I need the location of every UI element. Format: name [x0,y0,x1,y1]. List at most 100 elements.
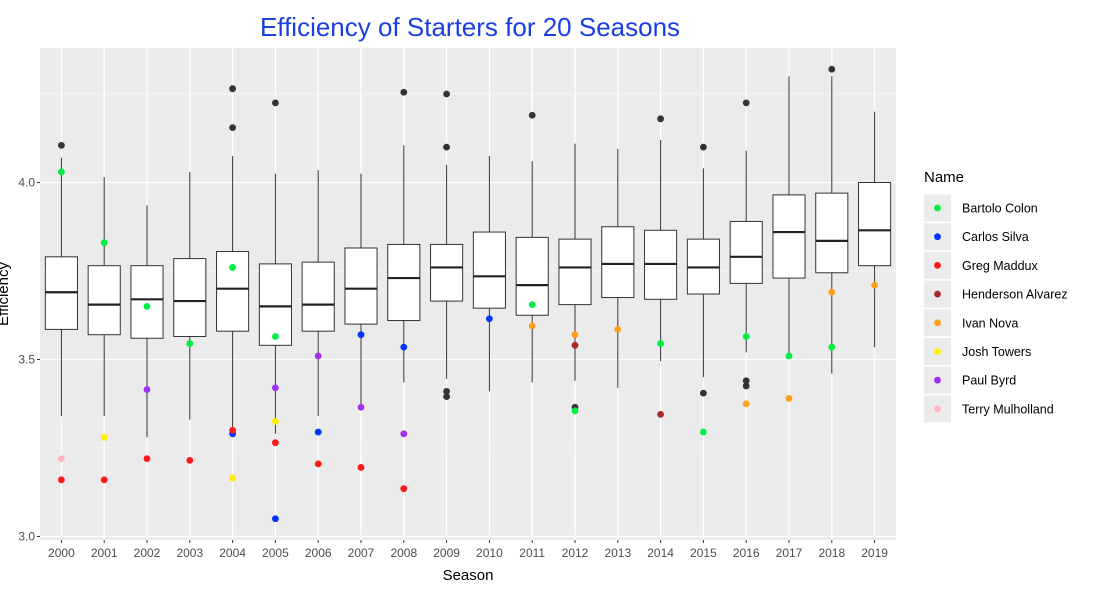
x-tick-label: 2014 [647,546,674,560]
point-bartolo-colon [571,407,579,415]
box-2003 [173,171,207,420]
box-body [729,220,763,284]
outliers [58,65,836,411]
legend-item-bartolo-colon: Bartolo Colon [924,194,1038,222]
legend-label: Carlos Silva [962,230,1029,244]
point-josh-towers [229,474,237,482]
point-ivan-nova [871,281,878,289]
legend-item-ivan-nova: Ivan Nova [924,309,1018,337]
chart-title: Efficiency of Starters for 20 Seasons [260,12,680,42]
outlier-point [742,377,750,385]
x-tick-label: 2015 [690,546,717,560]
point-carlos-silva [314,428,322,436]
point-bartolo-colon [272,333,279,340]
x-tick-label: 2013 [604,546,631,560]
box-2018 [815,76,849,374]
box-2006 [301,170,335,417]
x-tick-label: 2004 [219,546,246,560]
box-2013 [601,148,635,388]
legend-label: Paul Byrd [962,374,1016,388]
box-2010 [472,155,506,392]
box-2015 [686,168,720,378]
point-greg-maddux [143,455,151,462]
x-tick-label: 2016 [733,546,760,560]
point-henderson-alvarez [657,410,664,418]
point-bartolo-colon [528,301,536,309]
outlier-point [443,387,450,395]
point-bartolo-colon [742,333,750,340]
point-bartolo-colon [828,343,836,351]
box-body [815,192,849,274]
legend-label: Terry Mulholland [962,402,1054,416]
box-2004 [216,155,250,431]
outlier-point [443,143,450,151]
point-greg-maddux [400,485,408,493]
outlier-point [828,65,836,73]
point-bartolo-colon [785,352,793,360]
x-tick-label: 2018 [818,546,845,560]
box-2014 [644,140,678,362]
point-carlos-silva [357,331,365,339]
point-carlos-silva [272,515,279,523]
point-bartolo-colon [58,168,65,176]
point-greg-maddux [357,464,365,471]
x-tick-label: 2003 [176,546,203,560]
box-2019 [858,111,892,348]
legend-item-carlos-silva: Carlos Silva [924,223,1029,251]
x-tick-label: 2011 [519,546,545,560]
legend-title: Name [924,169,964,186]
x-tick-label: 2012 [562,546,589,560]
box-body [258,263,292,346]
legend-key-henderson-alvarez [934,290,941,298]
plot-panel [40,48,896,540]
legend-key-josh-towers [934,348,941,355]
x-tick-label: 2002 [134,546,161,560]
point-ivan-nova [528,322,536,330]
outlier-point [443,393,450,401]
legend-key-terry-mulholland [934,405,941,413]
legend-key-bartolo-colon [934,204,941,212]
point-josh-towers [100,433,108,441]
outlier-point [272,99,279,107]
outlier-point [229,124,237,132]
point-ivan-nova [742,400,750,408]
box-2000 [44,157,78,417]
point-paul-byrd [143,386,151,393]
point-greg-maddux [272,439,279,447]
box-body [858,182,892,267]
box-2016 [729,150,763,353]
outlier-point [528,111,536,119]
legend-label: Ivan Nova [962,316,1018,330]
legend-key-ivan-nova [934,319,941,327]
point-bartolo-colon [657,340,664,347]
outlier-point [400,88,408,96]
point-ivan-nova [828,288,836,296]
x-tick-label: 2007 [348,546,375,560]
box-body [173,258,207,337]
x-axis-title: Season [443,567,494,584]
box-body [216,251,250,332]
point-ivan-nova [571,331,579,339]
point-greg-maddux [229,426,237,434]
x-tick-label: 2008 [390,546,417,560]
legend-label: Josh Towers [962,345,1031,359]
legend-item-josh-towers: Josh Towers [924,338,1031,365]
box-body [301,261,335,332]
box-body [601,226,635,299]
legend-item-terry-mulholland: Terry Mulholland [924,395,1054,423]
legend-key-carlos-silva [934,233,941,241]
x-tick-label: 2019 [861,546,888,560]
x-tick-label: 2001 [91,546,118,560]
box-2005 [258,173,292,434]
point-carlos-silva [400,343,408,351]
point-paul-byrd [272,384,279,392]
legend-label: Bartolo Colon [962,202,1038,216]
legend-item-henderson-alvarez: Henderson Alvarez [924,280,1068,308]
box-body [558,238,592,306]
player-points [58,168,878,523]
box-2001 [87,177,121,417]
point-henderson-alvarez [571,341,579,349]
point-terry-mulholland [58,455,65,462]
y-axis-title: Efficiency [0,262,12,326]
